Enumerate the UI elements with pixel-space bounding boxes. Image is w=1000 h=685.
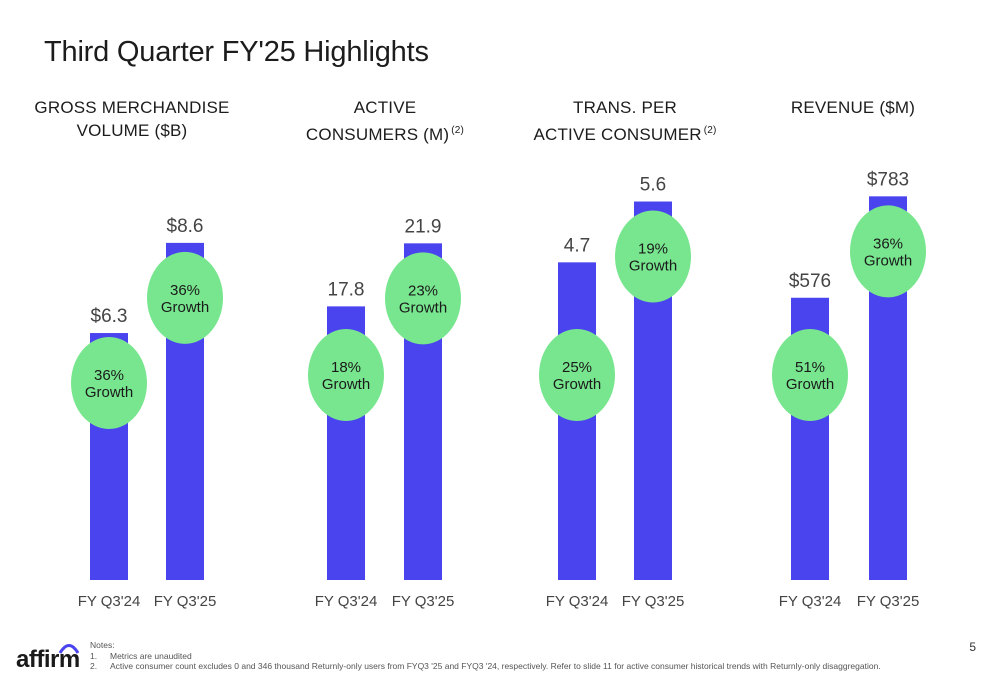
panel-title-line: VOLUME ($B) [76,121,188,140]
category-label: FY Q3'24 [78,593,141,610]
panel-title-line: ACTIVE [353,98,417,117]
value-label: 5.6 [640,175,666,196]
growth-bubble [308,329,384,421]
panel-title-revenue: REVENUE ($M) [738,96,968,119]
growth-bubble [385,252,461,345]
growth-label: Growth [399,299,447,316]
category-label: FY Q3'24 [779,593,842,610]
value-label: 4.7 [564,235,590,256]
category-label: FY Q3'25 [154,593,217,610]
category-label: FY Q3'24 [315,593,378,610]
footnote-marker: (2) [451,125,465,136]
panel-title-line: REVENUE ($M) [790,98,916,117]
panel-title-line: GROSS MERCHANDISE [34,98,230,117]
panel-title-line: CONSUMERS (M) [305,125,450,144]
growth-label: 23% [408,282,438,299]
growth-bubble [147,251,223,344]
category-label: FY Q3'25 [392,593,455,610]
growth-label: Growth [161,299,209,316]
affirm-arc-icon [58,644,80,654]
growth-label: 36% [94,367,124,384]
note-text: Active consumer count excludes 0 and 346… [110,661,881,671]
note-item: 1. Metrics are unaudited [90,651,890,662]
footnote-marker: (2) [703,125,717,136]
growth-label: Growth [553,376,601,393]
note-number: 2. [90,661,98,671]
value-label: 17.8 [328,279,365,300]
panel-title-active-consumers: ACTIVE CONSUMERS (M) (2) [270,96,500,146]
growth-label: Growth [322,376,370,393]
category-label: FY Q3'25 [622,593,685,610]
affirm-logo: affirm [16,646,80,673]
growth-bubble [850,205,926,298]
value-label: 21.9 [405,216,442,237]
value-label: $783 [867,169,909,190]
growth-label: 36% [873,235,903,252]
growth-bubble [772,329,848,421]
page-number: 5 [969,640,976,654]
panel-title-gmv: GROSS MERCHANDISE VOLUME ($B) [17,96,247,142]
growth-label: Growth [786,376,834,393]
note-number: 1. [90,650,98,661]
growth-bubble [615,210,691,303]
growth-label: Growth [629,258,677,275]
footnotes: Notes: 1. Metrics are unaudited 2. Activ… [90,640,890,672]
growth-bubble [71,337,147,430]
value-label: $8.6 [167,216,204,237]
growth-label: Growth [864,252,912,269]
growth-label: 25% [562,359,592,376]
panel-title-line: ACTIVE CONSUMER [533,125,702,144]
notes-heading: Notes: [90,640,115,650]
growth-bubble [539,329,615,421]
note-item: 2. Active consumer count excludes 0 and … [90,661,890,672]
value-label: $576 [789,271,831,292]
growth-label: Growth [85,384,133,401]
bar [558,262,596,580]
growth-label: 18% [331,359,361,376]
note-text: Metrics are unaudited [110,650,192,661]
category-label: FY Q3'25 [857,593,920,610]
panel-title-trans-per-consumer: TRANS. PER ACTIVE CONSUMER (2) [510,96,740,146]
growth-label: 36% [170,282,200,299]
growth-label: 19% [638,241,668,258]
value-label: $6.3 [91,306,128,327]
growth-label: 51% [795,359,825,376]
category-label: FY Q3'24 [546,593,609,610]
panel-title-line: TRANS. PER [572,98,678,117]
slide-title: Third Quarter FY'25 Highlights [44,36,429,68]
